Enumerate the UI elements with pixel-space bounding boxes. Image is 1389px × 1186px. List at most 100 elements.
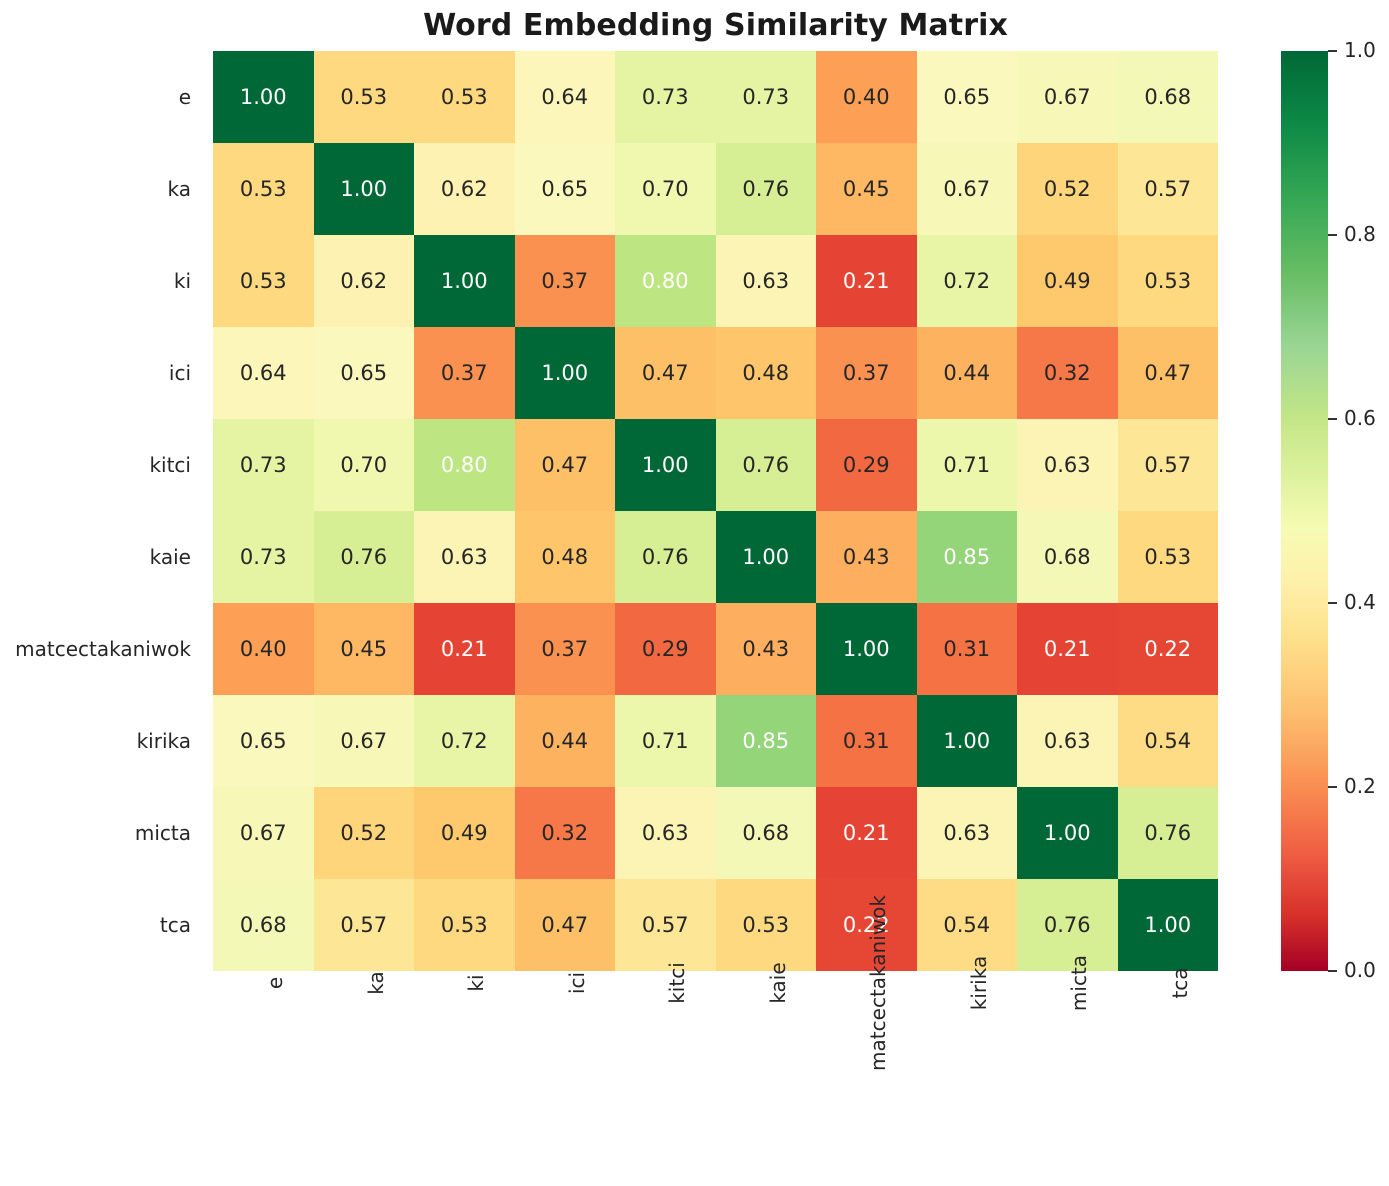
y-tick-label: kitci: [149, 453, 191, 477]
heatmap-cell: 0.72: [916, 235, 1017, 327]
heatmap-cell: 0.54: [916, 879, 1017, 971]
heatmap-cell: 0.40: [213, 603, 314, 695]
heatmap-cell: 1.00: [414, 235, 515, 327]
colorbar-tick-label: 0.8: [1344, 222, 1376, 246]
heatmap-cell: 0.31: [816, 695, 917, 787]
colorbar[interactable]: 0.0 0.2 0.4 0.6 0.8 1.0: [1281, 38, 1376, 982]
x-tick-slot: micta: [1017, 955, 1118, 1181]
heatmap-cell: 0.76: [715, 143, 816, 235]
heatmap-cell: 0.63: [1017, 695, 1118, 787]
y-tick-label: e: [178, 85, 191, 109]
heatmap-cell: 0.40: [816, 51, 917, 143]
x-tick-slot: e: [213, 971, 314, 1181]
heatmap-cell: 0.65: [514, 143, 615, 235]
heatmap-cell: 0.53: [213, 235, 314, 327]
y-tick-label: kaie: [149, 545, 191, 569]
heatmap-cell: 0.73: [213, 511, 314, 603]
x-tick-label: tca: [1167, 967, 1192, 999]
heatmap-cell: 1.00: [715, 511, 816, 603]
heatmap-cell: 0.57: [1117, 419, 1218, 511]
x-tick-slot: matcectakaniwok: [816, 895, 917, 1181]
heatmap-cell: 0.68: [213, 879, 314, 971]
y-tick-label: matcectakaniwok: [15, 637, 191, 661]
x-tick-label: kaie: [765, 962, 790, 1004]
y-tick-label: ka: [167, 177, 192, 201]
heatmap-cell: 0.65: [313, 327, 414, 419]
heatmap-cell: 0.67: [313, 695, 414, 787]
x-axis-tick-labels: e ka ki ici kitci kaie matcectakaniwok kirika mi…: [213, 895, 1218, 1181]
heatmap-cell: 0.53: [313, 51, 414, 143]
heatmap-cell-grid: 1.00 0.53 0.53 0.64 0.73 0.73 0.40 0.65 0.67 0.68…: [213, 51, 1218, 971]
heatmap-cell: 0.71: [916, 419, 1017, 511]
x-tick-slot: kaie: [716, 962, 817, 1181]
heatmap-cell: 0.65: [213, 695, 314, 787]
x-tick-slot: ici: [515, 971, 616, 1181]
heatmap-cell: 0.43: [715, 603, 816, 695]
heatmap-cell: 0.57: [1117, 143, 1218, 235]
heatmap-cell: 0.73: [213, 419, 314, 511]
heatmap-cell: 0.37: [816, 327, 917, 419]
heatmap-cell: 0.65: [916, 51, 1017, 143]
colorbar-tick-mark: [1328, 418, 1337, 420]
heatmap-cell: 0.71: [615, 695, 716, 787]
heatmap-cell: 0.73: [615, 51, 716, 143]
x-tick-slot: kirika: [917, 956, 1018, 1181]
heatmap-cell: 0.53: [414, 51, 515, 143]
y-tick-label: micta: [134, 821, 191, 845]
heatmap-cell: 0.49: [1017, 235, 1118, 327]
colorbar-tick-mark: [1328, 786, 1337, 788]
heatmap-cell: 0.62: [414, 143, 515, 235]
heatmap-plot-area: 1.00 0.53 0.53 0.64 0.73 0.73 0.40 0.65 0.67 0.68…: [213, 51, 1218, 971]
x-tick-label: ka: [363, 971, 388, 995]
heatmap-cell: 0.45: [816, 143, 917, 235]
heatmap-cell: 0.72: [414, 695, 515, 787]
x-tick-slot: kitci: [615, 962, 716, 1181]
colorbar-tick-label: 0.2: [1344, 774, 1376, 798]
heatmap-cell: 0.53: [414, 879, 515, 971]
heatmap-cell: 0.67: [1017, 51, 1118, 143]
heatmap-cell: 1.00: [1017, 787, 1118, 879]
heatmap-cell: 0.80: [615, 235, 716, 327]
heatmap-cell: 0.21: [816, 235, 917, 327]
heatmap-cell: 0.53: [1117, 511, 1218, 603]
y-tick-label: ici: [168, 361, 191, 385]
heatmap-cell: 0.63: [916, 787, 1017, 879]
page-title: Word Embedding Similarity Matrix: [423, 8, 1008, 43]
heatmap-cell: 0.85: [715, 695, 816, 787]
x-tick-label: kitci: [665, 962, 690, 1004]
heatmap-cell: 0.70: [615, 143, 716, 235]
heatmap-cell: 0.57: [615, 879, 716, 971]
heatmap-cell: 0.76: [615, 511, 716, 603]
heatmap-cell: 0.68: [715, 787, 816, 879]
x-tick-label: ici: [564, 971, 589, 995]
heatmap-cell: 1.00: [1117, 879, 1218, 971]
heatmap-cell: 0.73: [715, 51, 816, 143]
heatmap-cell: 0.53: [715, 879, 816, 971]
heatmap-cell: 0.44: [916, 327, 1017, 419]
heatmap-cell: 0.52: [313, 787, 414, 879]
heatmap-cell: 0.45: [313, 603, 414, 695]
heatmap-cell: 0.37: [514, 235, 615, 327]
heatmap-cell: 1.00: [213, 51, 314, 143]
colorbar-tick-mark: [1328, 970, 1337, 972]
x-tick-label: e: [263, 976, 288, 990]
colorbar-tick-mark: [1328, 234, 1337, 236]
heatmap-cell: 1.00: [615, 419, 716, 511]
heatmap-cell: 0.64: [514, 51, 615, 143]
heatmap-cell: 0.21: [414, 603, 515, 695]
y-tick-label: kirika: [136, 729, 191, 753]
heatmap-cell: 0.47: [615, 327, 716, 419]
heatmap-cell: 0.49: [414, 787, 515, 879]
heatmap-cell: 0.47: [1117, 327, 1218, 419]
heatmap-cell: 0.76: [313, 511, 414, 603]
heatmap-cell: 0.63: [615, 787, 716, 879]
heatmap-cell: 0.21: [816, 787, 917, 879]
x-tick-slot: ka: [314, 971, 415, 1181]
heatmap-cell: 0.70: [313, 419, 414, 511]
heatmap-cell: 0.32: [1017, 327, 1118, 419]
heatmap-cell: 0.44: [514, 695, 615, 787]
heatmap-cell: 0.63: [1017, 419, 1118, 511]
heatmap-cell: 0.21: [1017, 603, 1118, 695]
heatmap-cell: 0.31: [916, 603, 1017, 695]
heatmap-cell: 0.64: [213, 327, 314, 419]
